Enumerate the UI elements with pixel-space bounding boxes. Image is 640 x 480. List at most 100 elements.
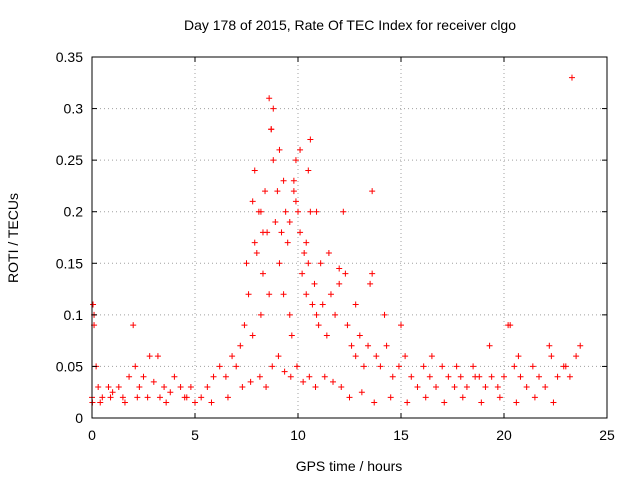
data-point bbox=[529, 363, 536, 370]
data-point bbox=[287, 373, 294, 380]
data-point bbox=[256, 373, 263, 380]
data-point bbox=[177, 384, 184, 391]
data-point bbox=[163, 399, 170, 406]
data-point bbox=[577, 342, 584, 349]
data-point bbox=[198, 394, 205, 401]
y-tick-label: 0.35 bbox=[56, 49, 83, 65]
data-point bbox=[330, 378, 337, 385]
data-point bbox=[383, 342, 390, 349]
data-point bbox=[251, 239, 258, 246]
x-tick-label: 15 bbox=[393, 427, 409, 443]
data-point bbox=[146, 353, 153, 360]
data-point bbox=[183, 394, 190, 401]
data-point bbox=[369, 270, 376, 277]
data-point bbox=[463, 384, 470, 391]
y-tick-label: 0.25 bbox=[56, 152, 83, 168]
data-point bbox=[257, 311, 264, 318]
data-point bbox=[305, 260, 312, 267]
data-point bbox=[307, 136, 314, 143]
data-point bbox=[313, 311, 320, 318]
data-point bbox=[554, 373, 561, 380]
data-point bbox=[441, 399, 448, 406]
data-point bbox=[115, 384, 122, 391]
data-point bbox=[517, 373, 524, 380]
data-point bbox=[568, 74, 575, 81]
data-point bbox=[352, 353, 359, 360]
data-point bbox=[90, 301, 97, 308]
data-point bbox=[136, 384, 143, 391]
data-point bbox=[381, 311, 388, 318]
data-point bbox=[171, 373, 178, 380]
data-point bbox=[278, 229, 285, 236]
data-point bbox=[367, 280, 374, 287]
y-tick-label: 0.05 bbox=[56, 358, 83, 374]
data-point bbox=[486, 342, 493, 349]
data-point bbox=[249, 332, 256, 339]
data-point bbox=[336, 265, 343, 272]
data-point bbox=[99, 394, 106, 401]
data-point bbox=[340, 208, 347, 215]
data-point bbox=[280, 177, 287, 184]
data-point bbox=[259, 270, 266, 277]
data-point bbox=[445, 373, 452, 380]
data-point bbox=[315, 322, 322, 329]
data-point bbox=[297, 146, 304, 153]
data-point bbox=[119, 394, 126, 401]
data-point bbox=[144, 394, 151, 401]
data-point bbox=[327, 291, 334, 298]
data-point bbox=[237, 342, 244, 349]
data-point bbox=[105, 384, 112, 391]
data-point bbox=[377, 363, 384, 370]
data-point bbox=[395, 363, 402, 370]
data-point bbox=[97, 399, 104, 406]
data-point bbox=[373, 353, 380, 360]
plot-frame bbox=[91, 56, 608, 419]
data-point bbox=[332, 311, 339, 318]
data-point bbox=[305, 167, 312, 174]
data-point bbox=[126, 373, 133, 380]
data-point bbox=[187, 384, 194, 391]
data-point bbox=[303, 239, 310, 246]
data-point bbox=[317, 260, 324, 267]
grid bbox=[92, 57, 607, 418]
data-point bbox=[243, 260, 250, 267]
data-point bbox=[109, 389, 116, 396]
data-point bbox=[306, 373, 313, 380]
x-tick-label: 20 bbox=[496, 427, 512, 443]
data-point bbox=[156, 394, 163, 401]
data-point bbox=[301, 249, 308, 256]
data-point bbox=[251, 167, 258, 174]
data-point bbox=[470, 363, 477, 370]
y-tick-label: 0.2 bbox=[64, 204, 84, 220]
data-point bbox=[292, 198, 299, 205]
data-point bbox=[507, 322, 514, 329]
data-point bbox=[323, 332, 330, 339]
data-point bbox=[389, 373, 396, 380]
data-point bbox=[451, 384, 458, 391]
data-point bbox=[130, 322, 137, 329]
data-point bbox=[161, 384, 168, 391]
data-point bbox=[286, 311, 293, 318]
data-point bbox=[274, 188, 281, 195]
data-point bbox=[297, 229, 304, 236]
data-point bbox=[266, 291, 273, 298]
data-point bbox=[515, 353, 522, 360]
data-point bbox=[319, 301, 326, 308]
data-point bbox=[562, 363, 569, 370]
data-point bbox=[338, 384, 345, 391]
data-point bbox=[457, 373, 464, 380]
data-point bbox=[204, 384, 211, 391]
data-point bbox=[414, 384, 421, 391]
data-point bbox=[167, 389, 174, 396]
data-point bbox=[428, 353, 435, 360]
data-point bbox=[352, 301, 359, 308]
data-point bbox=[398, 322, 404, 329]
data-point bbox=[262, 188, 269, 195]
data-point bbox=[134, 394, 141, 401]
y-tick-label: 0.1 bbox=[64, 307, 84, 323]
data-point bbox=[303, 291, 310, 298]
y-axis-label: ROTI / TECUs bbox=[5, 193, 21, 283]
data-point bbox=[300, 378, 307, 385]
data-point bbox=[140, 373, 147, 380]
